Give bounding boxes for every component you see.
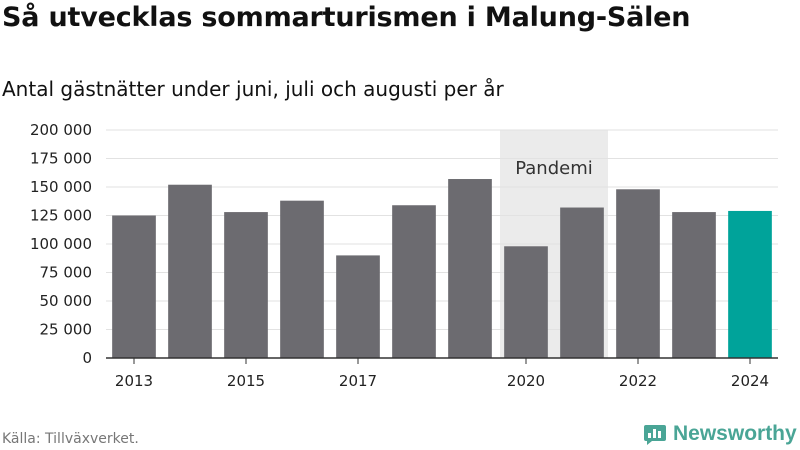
- y-tick-label: 100 000: [30, 235, 92, 253]
- bar-2022: [616, 189, 660, 358]
- x-tick-label: 2013: [115, 372, 153, 390]
- brand-logo: Newsworthy: [643, 420, 797, 448]
- y-tick-label: 200 000: [30, 121, 92, 139]
- x-tick-label: 2020: [507, 372, 545, 390]
- brand-name: Newsworthy: [673, 422, 797, 445]
- y-tick-label: 150 000: [30, 178, 92, 196]
- x-tick-label: 2015: [227, 372, 265, 390]
- y-tick-label: 25 000: [40, 321, 93, 339]
- bar-2015: [224, 212, 268, 358]
- x-tick-label: 2017: [339, 372, 377, 390]
- chart-title: Så utvecklas sommarturismen i Malung-Säl…: [2, 2, 691, 33]
- annotation-label: Pandemi: [515, 158, 593, 179]
- y-tick-label: 75 000: [40, 264, 93, 282]
- y-tick-label: 175 000: [30, 150, 92, 168]
- x-tick-label: 2022: [619, 372, 657, 390]
- bar-2019: [448, 179, 492, 358]
- bar-2024: [728, 210, 772, 358]
- bar-2023: [672, 212, 716, 358]
- bar-2017: [336, 255, 380, 358]
- source-note: Källa: Tillväxverket.: [2, 431, 139, 447]
- bar-2020: [504, 246, 548, 358]
- bar-chart: Pandemi 0 25 000 50 000 75 000 100 000 125 000…: [30, 121, 778, 390]
- y-tick-label: 0: [82, 349, 92, 367]
- bar-2014: [168, 184, 212, 358]
- bar-2021: [560, 207, 604, 358]
- chart-subtitle: Antal gästnätter under juni, juli och au…: [2, 77, 504, 101]
- y-tick-label: 125 000: [30, 207, 92, 225]
- bar-2016: [280, 200, 324, 358]
- bar-chart-logo-icon: [644, 425, 666, 445]
- bar-2018: [392, 205, 436, 358]
- x-tick-label: 2024: [731, 372, 769, 390]
- bar-2013: [112, 215, 156, 358]
- y-tick-label: 50 000: [40, 292, 93, 310]
